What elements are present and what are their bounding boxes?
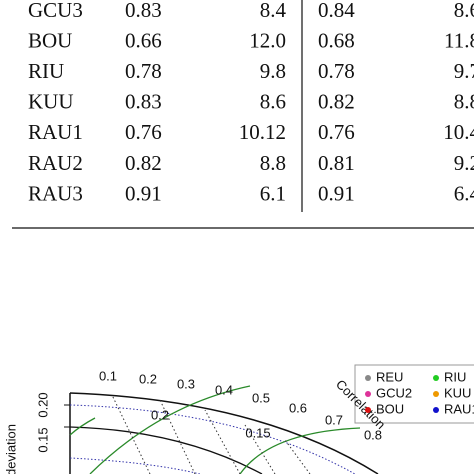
legend-label: RAU1 (444, 401, 474, 416)
rms-arc (89, 385, 251, 474)
table-cell: 0.68 (318, 28, 355, 52)
y-tick-label: 0.15 (35, 427, 50, 452)
row-label: RAU3 (28, 181, 83, 205)
table-cell: 0.66 (125, 28, 162, 52)
row-label: RAU2 (28, 151, 83, 175)
table-cell: 8.6 (454, 0, 474, 22)
table-cell: 9.2 (454, 151, 474, 175)
legend-marker (365, 407, 371, 413)
table-cell: 8.8 (454, 90, 474, 114)
ref-arc (69, 426, 263, 474)
table-cell: 8.6 (260, 90, 286, 114)
correlation-tick-label: 0.2 (139, 371, 157, 386)
table-cell: 9.8 (260, 59, 286, 83)
legend-label: REU (376, 369, 403, 384)
std-arc (69, 404, 356, 474)
table-cell: 0.76 (125, 120, 162, 144)
correlation-tick-label: 0.3 (177, 376, 195, 391)
table-cell: 10.4 (443, 120, 474, 144)
table-cell: 0.78 (125, 59, 162, 83)
table-cell: 6.1 (260, 181, 286, 205)
y-tick-label: 0.20 (35, 392, 50, 417)
table-cell: 0.76 (318, 120, 355, 144)
correlation-tick-label: 0.7 (325, 412, 343, 427)
rms-label: 0.15 (245, 425, 270, 440)
rms-arc (69, 417, 96, 436)
correlation-tick-label: 0.5 (252, 390, 270, 405)
correlation-tick-label: 0.8 (364, 427, 382, 442)
row-label: KUU (28, 90, 74, 114)
table-cell: 0.91 (318, 181, 355, 205)
rms-arc (239, 427, 361, 474)
legend-label: KUU (444, 385, 471, 400)
legend-label: RIU (444, 369, 466, 384)
outer-arc (69, 392, 379, 474)
table-cell: 0.82 (318, 90, 355, 114)
correlation-lines (111, 394, 311, 474)
row-label: RIU (28, 59, 64, 83)
legend-marker (433, 375, 439, 381)
rms-label: 0.2 (151, 407, 169, 422)
correlation-tick-label: 0.6 (289, 400, 307, 415)
table-cell: 0.81 (318, 151, 355, 175)
table-cell: 0.82 (125, 151, 162, 175)
table-cell: 0.83 (125, 90, 162, 114)
std-arc (69, 457, 201, 474)
table-cell: 6.4 (454, 181, 474, 205)
y-axis-label: deviation (3, 424, 18, 474)
correlation-tick-label: 0.4 (215, 382, 233, 397)
table-cell: 0.91 (125, 181, 162, 205)
table-cell: 12.0 (249, 28, 286, 52)
legend-label: GCU2 (376, 385, 412, 400)
row-label: GCU3 (28, 0, 83, 22)
table-cell: 10.12 (239, 120, 286, 144)
table-cell: 0.83 (125, 0, 162, 22)
legend-marker (365, 391, 371, 397)
table: GCU3 0.83 8.4 0.84 8.6 BOU 0.66 12.0 0.68 11.8 RIU… (28, 0, 474, 205)
table-cell: 0.84 (318, 0, 355, 22)
legend-box (354, 364, 474, 424)
table-cell: 9.7 (454, 59, 474, 83)
correlation-tick-label: 0.1 (99, 368, 117, 383)
legend-label: BOU (376, 401, 404, 416)
table-cell: 8.4 (260, 0, 287, 22)
legend-marker (433, 391, 439, 397)
table-cell: 8.8 (260, 151, 286, 175)
taylor-diagram: deviation 0.20 0.15 0.1 0.2 0.3 0.4 0.5 0.6 0.7 0.… (3, 364, 474, 474)
row-label: BOU (28, 28, 72, 52)
table-cell: 11.8 (444, 28, 474, 52)
legend-marker (365, 375, 371, 381)
row-label: RAU1 (28, 120, 83, 144)
table-cell: 0.78 (318, 59, 355, 83)
legend-marker (433, 407, 439, 413)
